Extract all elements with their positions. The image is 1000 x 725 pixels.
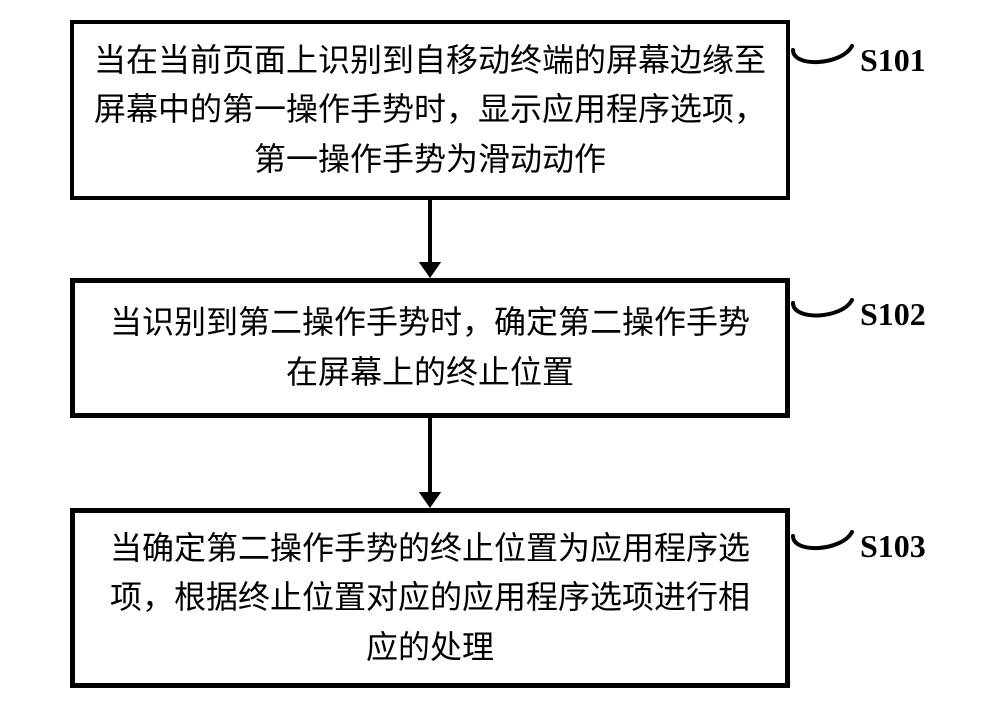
callout-connector [788,29,857,77]
flow-step-text: 当在当前页面上识别到自移动终端的屏幕边缘至屏幕中的第一操作手势时，显示应用程序选… [94,36,766,185]
flow-step-label-s101: S101 [860,42,926,79]
callout-connector [788,515,857,563]
callout-connector [788,283,857,330]
flow-step-text: 当识别到第二操作手势时，确定第二操作手势在屏幕上的终止位置 [95,298,765,397]
flow-arrow [409,418,451,508]
flow-step-s101: 当在当前页面上识别到自移动终端的屏幕边缘至屏幕中的第一操作手势时，显示应用程序选… [70,20,790,200]
flow-step-label-s102: S102 [860,296,926,333]
flow-step-s103: 当确定第二操作手势的终止位置为应用程序选项，根据终止位置对应的应用程序选项进行相… [70,508,790,688]
flow-step-label-s103: S103 [860,528,926,565]
flow-arrow [409,200,451,278]
flow-step-s102: 当识别到第二操作手势时，确定第二操作手势在屏幕上的终止位置 [70,278,790,418]
flow-step-text: 当确定第二操作手势的终止位置为应用程序选项，根据终止位置对应的应用程序选项进行相… [95,524,765,673]
